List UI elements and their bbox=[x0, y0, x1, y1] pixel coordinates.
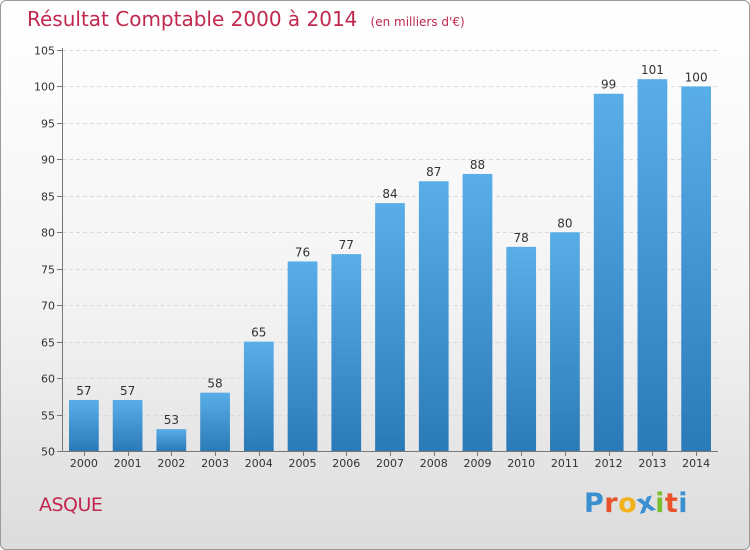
bar-value-label: 77 bbox=[339, 238, 354, 252]
bar-value-label: 53 bbox=[164, 413, 179, 427]
x-tick-label: 2002 bbox=[157, 457, 185, 470]
commune-name: ASQUE bbox=[39, 494, 103, 516]
logo-letter: o bbox=[618, 488, 638, 519]
bar bbox=[681, 86, 712, 452]
logo-letter: t bbox=[664, 488, 679, 519]
bar-value-label: 101 bbox=[641, 63, 664, 77]
bar-value-label: 78 bbox=[514, 231, 529, 245]
y-tick-label: 75 bbox=[41, 264, 55, 277]
title-block: Résultat Comptable 2000 à 2014 (en milli… bbox=[27, 7, 465, 31]
bar-value-label: 87 bbox=[426, 165, 441, 179]
bar bbox=[550, 232, 580, 451]
x-tick-label: 2009 bbox=[463, 457, 491, 470]
bar bbox=[112, 399, 143, 451]
bar-value-label: 58 bbox=[207, 377, 222, 391]
x-tick-label: 2001 bbox=[114, 457, 142, 470]
logo-letter: i bbox=[655, 488, 665, 519]
y-tick-label: 65 bbox=[41, 337, 55, 350]
y-tick-label: 90 bbox=[41, 154, 55, 167]
axes: 50 55 60 65 70 75 80 85 90 95 100 105 2000 2001 2002 20… bbox=[34, 45, 718, 470]
x-tick-label: 2013 bbox=[638, 457, 666, 470]
bar bbox=[637, 79, 668, 451]
y-tick-label: 80 bbox=[41, 227, 55, 240]
bar bbox=[200, 392, 230, 451]
x-tick-label: 2008 bbox=[420, 457, 448, 470]
x-tick-label: 2011 bbox=[551, 457, 579, 470]
chart-title: Résultat Comptable 2000 à 2014 bbox=[27, 7, 358, 31]
x-tick-label: 2003 bbox=[201, 457, 229, 470]
y-tick-label: 50 bbox=[41, 446, 55, 459]
x-tick-label: 2007 bbox=[376, 457, 404, 470]
bar bbox=[375, 203, 405, 451]
bars: 57 57 53 58 65 76 77 84 87 88 78 80 99 101 100 bbox=[68, 63, 712, 452]
y-tick-label: 70 bbox=[41, 300, 55, 313]
y-tick-label: 55 bbox=[41, 410, 55, 423]
bar bbox=[506, 246, 537, 451]
x-tick-label: 2010 bbox=[507, 457, 535, 470]
bar-value-label: 65 bbox=[251, 326, 266, 340]
x-tick-label: 2004 bbox=[245, 457, 273, 470]
x-tick-label: 2012 bbox=[595, 457, 623, 470]
x-tick-label: 2005 bbox=[289, 457, 317, 470]
bar-chart: 57 57 53 58 65 76 77 84 87 88 78 80 99 101 100 50 55 60 6… bbox=[34, 45, 718, 470]
y-tick-label: 85 bbox=[41, 191, 55, 204]
bar bbox=[331, 254, 362, 451]
y-tick-label: 105 bbox=[34, 45, 55, 58]
bar bbox=[593, 93, 624, 451]
bar bbox=[287, 261, 318, 451]
bar-value-label: 100 bbox=[685, 70, 708, 84]
bar-value-label: 80 bbox=[557, 216, 572, 230]
y-tick-label: 95 bbox=[41, 118, 55, 131]
logo-letter: P bbox=[584, 488, 605, 519]
bar-value-label: 88 bbox=[470, 158, 485, 172]
bar bbox=[243, 341, 274, 451]
x-tick-label: 2000 bbox=[70, 457, 98, 470]
y-tick-label: 60 bbox=[41, 373, 55, 386]
x-tick-label: 2014 bbox=[682, 457, 710, 470]
bar-value-label: 76 bbox=[295, 245, 310, 259]
logo-letter: r bbox=[604, 488, 619, 519]
bar bbox=[462, 173, 493, 452]
bar bbox=[68, 399, 99, 451]
bar-value-label: 84 bbox=[382, 187, 397, 201]
y-tick-label: 100 bbox=[34, 81, 55, 94]
logo-letter: i bbox=[678, 488, 689, 519]
proxiti-logo[interactable]: Proxiti bbox=[584, 486, 689, 521]
bar bbox=[156, 429, 187, 451]
bar-value-label: 57 bbox=[120, 384, 135, 398]
bar bbox=[418, 181, 449, 451]
x-tick-label: 2006 bbox=[332, 457, 360, 470]
bar-value-label: 99 bbox=[601, 78, 616, 92]
bar-value-label: 57 bbox=[76, 384, 91, 398]
chart-subtitle: (en milliers d'€) bbox=[370, 15, 465, 29]
